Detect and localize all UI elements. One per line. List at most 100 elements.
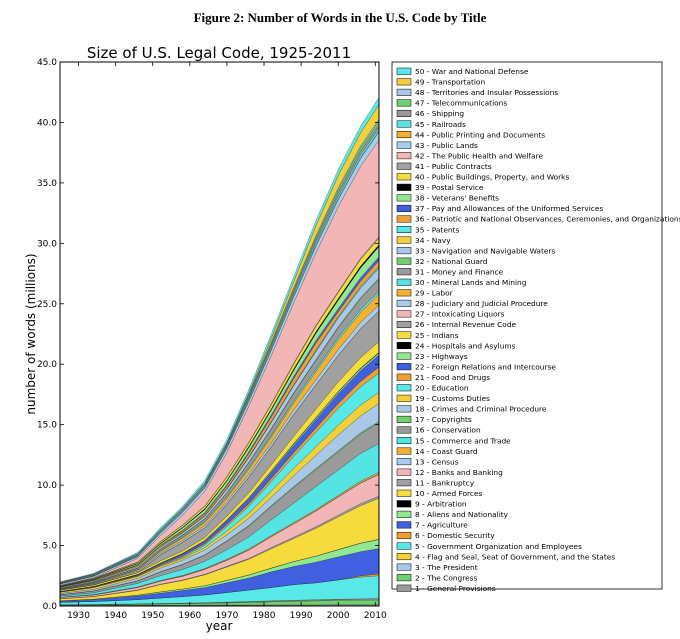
- x-tick-label: 1980: [253, 611, 276, 621]
- x-axis-label: year: [206, 619, 233, 633]
- legend-swatch: [396, 415, 412, 423]
- legend-entry: 21 - Food and Drugs: [415, 373, 490, 382]
- legend-entry: 24 - Hospitals and Asylums: [415, 341, 516, 350]
- legend-swatch: [396, 468, 412, 476]
- legend-entry: 18 - Crimes and Criminal Procedure: [415, 405, 547, 414]
- legend-entry: 33 - Navigation and Navigable Waters: [415, 246, 555, 255]
- legend-entry: 47 - Telecommunications: [415, 99, 507, 108]
- legend-swatch: [396, 331, 412, 339]
- legend-swatch: [396, 542, 412, 550]
- legend-entry: 19 - Customs Duties: [415, 394, 490, 403]
- legend-entry: 12 - Banks and Banking: [415, 468, 503, 477]
- legend-entry: 14 - Coast Guard: [415, 447, 478, 456]
- legend-swatch: [396, 226, 412, 233]
- legend-swatch: [396, 373, 412, 381]
- legend-swatch: [396, 289, 412, 297]
- legend-entry: 1 - General Provisions: [415, 584, 496, 593]
- legend-swatch: [396, 320, 412, 328]
- legend-swatch: [396, 437, 412, 444]
- legend-swatch: [396, 521, 412, 529]
- y-tick-label: 35.0: [37, 179, 57, 189]
- legend-entry: 50 - War and National Defense: [415, 67, 529, 76]
- legend-swatch: [396, 553, 412, 561]
- legend-entry: 16 - Conservation: [415, 426, 481, 435]
- legend-entry: 38 - Veterans' Benefits: [415, 194, 499, 203]
- y-tick-label: 0.0: [43, 602, 58, 612]
- legend-swatch: [396, 67, 412, 75]
- legend-swatch: [396, 342, 412, 350]
- x-tick-label: 1950: [141, 611, 164, 621]
- legend-swatch: [396, 299, 412, 307]
- legend-entry: 40 - Public Buildings, Property, and Wor…: [415, 173, 569, 182]
- y-tick-label: 20.0: [37, 360, 57, 370]
- legend-entry: 22 - Foreign Relations and Intercourse: [415, 362, 556, 371]
- legend-entry: 46 - Shipping: [415, 109, 464, 118]
- legend-swatch: [396, 88, 412, 96]
- legend-swatch: [396, 247, 412, 255]
- legend: 50 - War and National Defense 49 - Transp…: [391, 61, 680, 593]
- y-tick-label: 30.0: [37, 239, 57, 249]
- legend-swatch: [396, 99, 412, 107]
- legend-swatch: [396, 236, 412, 244]
- legend-entry: 39 - Postal Service: [415, 183, 484, 192]
- legend-entry: 17 - Copyrights: [415, 415, 472, 424]
- legend-swatch: [396, 278, 412, 286]
- y-tick-label: 15.0: [37, 421, 57, 431]
- legend-entry: 43 - Public Lands: [415, 141, 478, 150]
- x-tick-label: 2010: [364, 611, 387, 621]
- legend-swatch: [396, 173, 412, 181]
- y-tick-label: 5.0: [43, 542, 58, 552]
- legend-swatch: [396, 510, 412, 518]
- legend-swatch: [396, 352, 412, 360]
- legend-swatch: [396, 310, 412, 318]
- legend-swatch: [396, 204, 412, 212]
- legend-entry: 25 - Indians: [415, 331, 459, 340]
- legend-entry: 30 - Mineral Lands and Mining: [415, 278, 527, 287]
- y-axis-label: number of words (millions): [24, 253, 38, 414]
- legend-swatch: [396, 120, 412, 128]
- legend-swatch: [396, 500, 412, 508]
- x-tick-label: 2000: [327, 611, 350, 621]
- legend-entry: 49 - Transportation: [415, 78, 485, 87]
- y-tick-label: 45.0: [37, 58, 57, 68]
- legend-entry: 20 - Education: [415, 384, 469, 393]
- legend-swatch: [396, 489, 412, 497]
- legend-swatch: [396, 194, 412, 202]
- legend-swatch: [396, 363, 412, 371]
- figure-title: Figure 2: Number of Words in the U.S. Co…: [193, 10, 487, 25]
- legend-entry: 31 - Money and Finance: [415, 267, 504, 276]
- legend-swatch: [396, 268, 412, 276]
- legend-entry: 42 - The Public Health and Welfare: [415, 151, 543, 160]
- legend-swatch: [396, 183, 412, 191]
- legend-swatch: [396, 162, 412, 170]
- legend-swatch: [396, 384, 412, 392]
- legend-swatch: [396, 458, 412, 466]
- legend-entry: 9 - Arbitration: [415, 500, 467, 509]
- x-tick-label: 1990: [290, 611, 313, 621]
- legend-entry: 27 - Intoxicating Liquors: [415, 310, 505, 319]
- legend-swatch: [396, 141, 412, 149]
- x-axis-ticks: 1930 1940 1950 1960 1970 1980 1990 2000 2010: [67, 62, 387, 621]
- legend-entry: 7 - Agriculture: [415, 521, 468, 530]
- legend-swatch: [396, 479, 412, 487]
- legend-entry: 8 - Aliens and Nationality: [415, 510, 509, 519]
- legend-entry: 36 - Patriotic and National Observances,…: [415, 215, 680, 224]
- legend-entry: 6 - Domestic Security: [415, 531, 495, 540]
- x-tick-label: 1930: [67, 611, 90, 621]
- legend-entry: 5 - Government Organization and Employee…: [415, 542, 582, 551]
- legend-entry: 4 - Flag and Seal, Seat of Government, a…: [415, 552, 615, 561]
- legend-entry: 35 - Patents: [415, 225, 459, 234]
- legend-entry: 32 - National Guard: [415, 257, 488, 266]
- legend-swatch: [396, 563, 412, 571]
- legend-entry: 15 - Commerce and Trade: [415, 436, 511, 445]
- legend-entry: 26 - Internal Revenue Code: [415, 320, 517, 329]
- y-tick-label: 10.0: [37, 481, 57, 491]
- legend-entry: 48 - Territories and Insular Possessions: [415, 88, 558, 97]
- legend-entry: 11 - Bankruptcy: [415, 478, 475, 487]
- legend-swatch: [396, 574, 412, 582]
- legend-swatch: [396, 584, 412, 592]
- legend-entry: 28 - Judiciary and Judicial Procedure: [415, 299, 548, 308]
- legend-entry: 41 - Public Contracts: [415, 162, 492, 171]
- legend-entry: 10 - Armed Forces: [415, 489, 483, 498]
